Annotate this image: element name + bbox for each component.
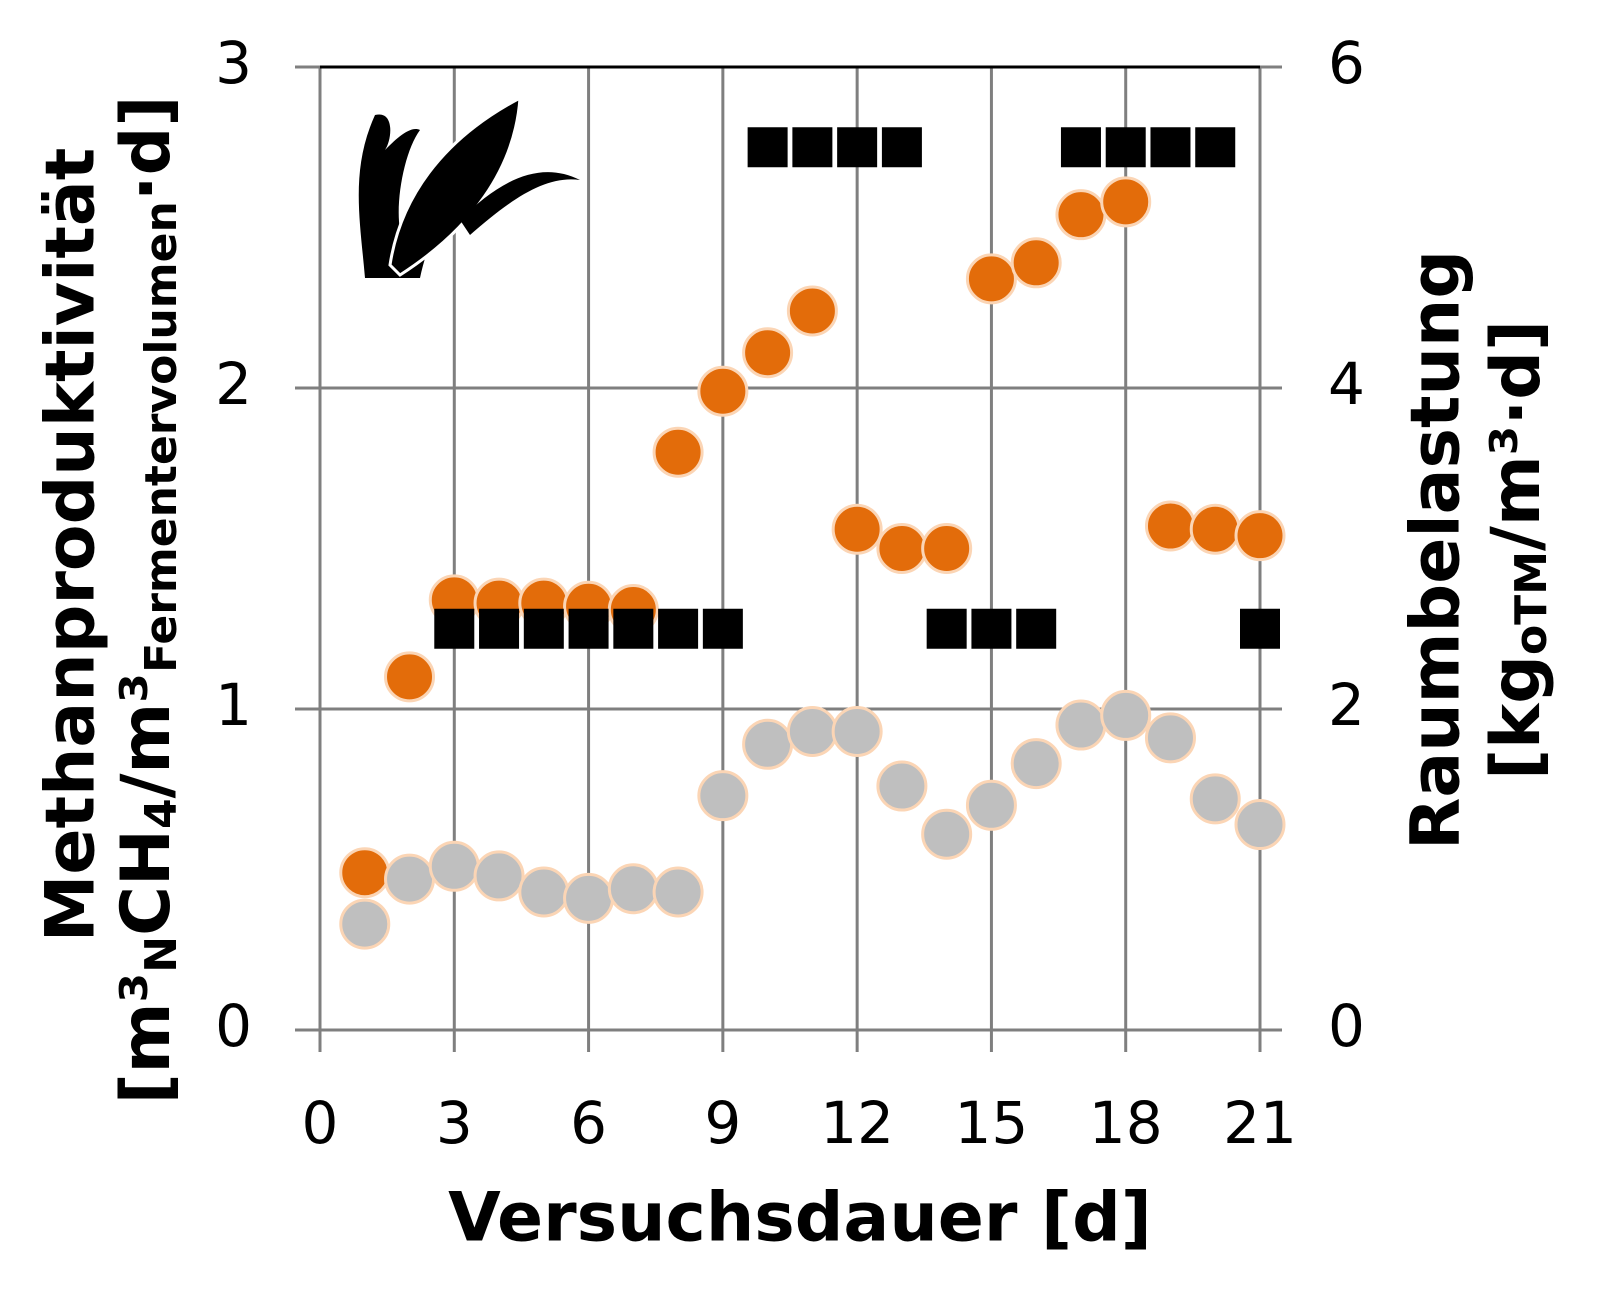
y2-tick-label: 4 bbox=[1328, 350, 1365, 418]
axis-label-part: N bbox=[136, 936, 187, 973]
y2-tick-label: 0 bbox=[1328, 992, 1365, 1060]
data-point bbox=[965, 253, 1017, 305]
axis-label-part: /m³ bbox=[107, 673, 186, 798]
data-point bbox=[568, 608, 609, 649]
data-point bbox=[786, 285, 838, 337]
data-point bbox=[747, 127, 788, 168]
axis-label-part: /m³·d] bbox=[1477, 320, 1556, 551]
y-tick-label: 3 bbox=[215, 29, 252, 97]
data-point bbox=[1144, 500, 1196, 552]
data-point bbox=[479, 608, 520, 649]
data-point bbox=[876, 523, 928, 574]
data-point bbox=[1010, 237, 1062, 289]
axis-label-part: CH bbox=[107, 829, 186, 936]
x-tick-label: 21 bbox=[1223, 1089, 1297, 1157]
data-point bbox=[1055, 699, 1107, 751]
data-point bbox=[1150, 127, 1191, 168]
data-point bbox=[428, 840, 480, 892]
y-tick-label: 1 bbox=[215, 671, 252, 739]
data-point bbox=[792, 127, 833, 168]
data-point bbox=[1144, 712, 1196, 764]
axis-label: [m³NCH4/m³Fermentervolumen·d] bbox=[107, 96, 187, 1105]
data-point bbox=[742, 327, 794, 379]
corn-icon bbox=[358, 95, 580, 278]
data-point bbox=[473, 850, 525, 902]
axis-label-part: [kg bbox=[1477, 655, 1556, 780]
data-point bbox=[697, 770, 749, 822]
data-point bbox=[971, 608, 1012, 649]
data-point bbox=[1234, 799, 1286, 851]
y-tick-label: 2 bbox=[215, 350, 252, 418]
data-point bbox=[658, 608, 699, 649]
data-point bbox=[921, 808, 973, 860]
data-point bbox=[1189, 503, 1241, 555]
data-point bbox=[652, 866, 704, 918]
x-tick-label: 3 bbox=[436, 1089, 473, 1157]
data-point bbox=[1100, 176, 1152, 228]
data-point bbox=[831, 503, 883, 555]
data-point bbox=[881, 127, 922, 168]
data-point bbox=[702, 608, 743, 649]
data-point bbox=[921, 523, 973, 574]
data-point bbox=[1234, 510, 1286, 562]
axis-label-part: Fermentervolumen bbox=[136, 201, 187, 673]
x-tick-label: 0 bbox=[302, 1089, 339, 1157]
y-tick-label: 0 bbox=[215, 992, 252, 1060]
data-point bbox=[697, 365, 749, 417]
x-tick-label: 9 bbox=[704, 1089, 741, 1157]
axis-label-line: [kgoTM/m³·d] bbox=[1477, 320, 1557, 780]
data-point bbox=[786, 705, 838, 757]
data-point bbox=[1105, 127, 1146, 168]
data-point bbox=[518, 866, 570, 918]
y-axis-label: Methanproduktivität bbox=[32, 148, 111, 943]
data-point bbox=[837, 127, 878, 168]
axis-label: [kgoTM/m³·d] bbox=[1477, 320, 1557, 780]
x-tick-label: 12 bbox=[820, 1089, 894, 1157]
x-tick-label: 15 bbox=[955, 1089, 1029, 1157]
axis-label-part: [m³ bbox=[107, 973, 186, 1105]
data-point bbox=[926, 608, 967, 649]
data-point bbox=[652, 426, 704, 478]
y2-axis-label: Raumbelastung bbox=[1397, 250, 1476, 850]
axis-label-line: [m³NCH4/m³Fermentervolumen·d] bbox=[107, 96, 187, 1105]
data-point bbox=[339, 898, 391, 950]
y2-tick-label: 2 bbox=[1328, 671, 1365, 739]
data-point bbox=[1195, 127, 1236, 168]
data-point bbox=[965, 779, 1017, 831]
x-axis-label: Versuchsdauer [d] bbox=[448, 1179, 1152, 1258]
x-tick-label: 18 bbox=[1089, 1089, 1163, 1157]
data-point bbox=[831, 705, 883, 757]
data-point bbox=[613, 608, 654, 649]
data-point bbox=[339, 847, 391, 899]
data-point bbox=[434, 608, 475, 649]
data-point bbox=[384, 651, 436, 703]
data-point bbox=[1010, 738, 1062, 790]
data-point bbox=[1016, 608, 1057, 649]
data-point bbox=[607, 863, 659, 915]
data-point bbox=[384, 853, 436, 905]
data-point bbox=[742, 718, 794, 770]
y2-tick-label: 6 bbox=[1328, 29, 1365, 97]
data-point bbox=[563, 872, 615, 924]
data-point bbox=[876, 760, 928, 812]
data-point bbox=[523, 608, 564, 649]
axis-label-part: oTM bbox=[1506, 551, 1557, 655]
data-point bbox=[1189, 773, 1241, 825]
axis-label-part: 4 bbox=[136, 798, 187, 829]
data-point bbox=[1240, 608, 1280, 649]
axis-label-part: ·d] bbox=[107, 96, 186, 202]
data-point bbox=[1060, 127, 1101, 168]
data-point bbox=[1100, 689, 1152, 741]
x-tick-label: 6 bbox=[570, 1089, 607, 1157]
data-point bbox=[1055, 189, 1107, 241]
